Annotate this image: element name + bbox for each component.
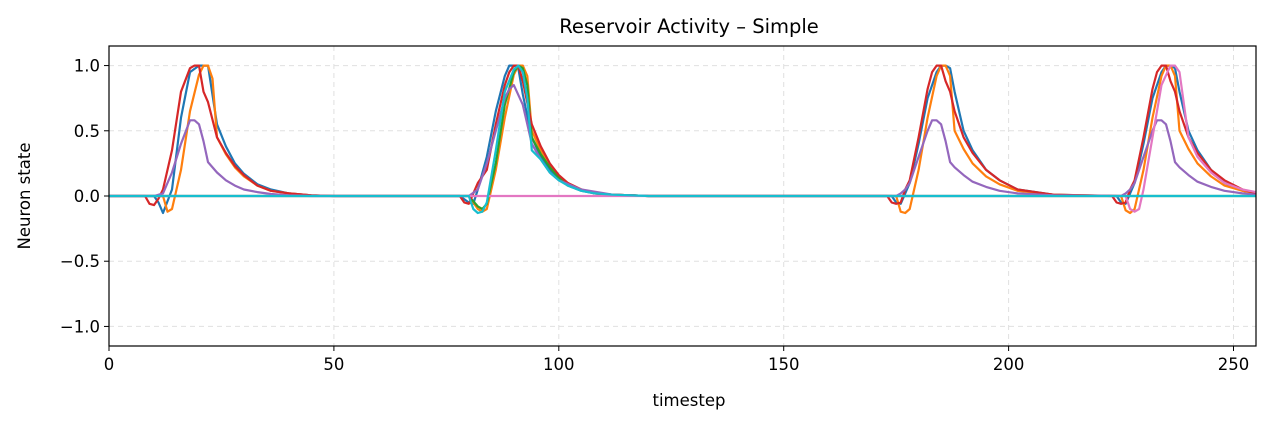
series-line-7 [109,64,1256,215]
y-tick-label: −0.5 [60,252,100,271]
x-tick-label: 200 [993,355,1025,374]
x-tick-label: 0 [104,355,115,374]
series-line-6 [109,64,1257,213]
x-tick-label: 50 [323,355,344,374]
x-axis: 0 50 100 150 200 250 [104,346,1250,374]
chart-title: Reservoir Activity – Simple [559,15,819,38]
x-tick-label: 100 [543,355,575,374]
y-axis: −1.0 −0.5 0.0 0.5 1.0 [60,57,109,336]
y-axis-title: Neuron state [15,143,34,250]
y-tick-label: 1.0 [74,57,100,76]
x-tick-label: 250 [1218,355,1250,374]
y-tick-label: 0.5 [74,122,100,141]
y-tick-label: 0.0 [74,187,100,206]
series-lines [109,64,1257,215]
x-tick-label: 150 [768,355,800,374]
y-tick-label: −1.0 [60,317,100,336]
x-axis-title: timestep [653,391,726,410]
